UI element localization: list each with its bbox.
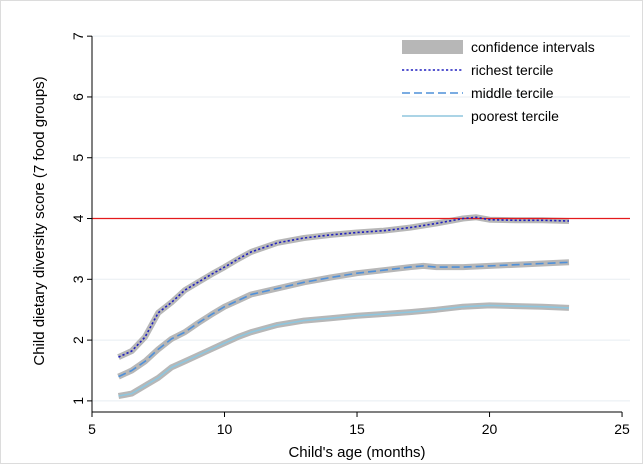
y-tick-label: 2 [70, 336, 86, 344]
x-tick-label: 25 [614, 421, 630, 437]
legend-label: confidence intervals [471, 39, 595, 55]
y-tick-label: 6 [70, 93, 86, 101]
axes: 1 2 3 4 5 6 7 5 10 15 20 25 [70, 32, 630, 437]
y-tick-label: 7 [70, 32, 86, 40]
y-axis-title: Child dietary diversity score (7 food gr… [31, 76, 48, 365]
legend: confidence intervals richest tercile middl… [402, 39, 595, 124]
y-tick-label: 1 [70, 397, 86, 405]
x-axis-title: Child's age (months) [288, 444, 425, 461]
legend-label: richest tercile [471, 62, 554, 78]
legend-label: poorest tercile [471, 108, 559, 124]
x-tick-label: 10 [217, 421, 233, 437]
x-tick-label: 20 [482, 421, 498, 437]
series-line [118, 304, 570, 397]
x-tick-label: 15 [349, 421, 365, 437]
series-lines [118, 216, 570, 397]
legend-label: middle tercile [471, 85, 554, 101]
series-line [118, 261, 570, 378]
series-line [118, 216, 570, 358]
grid [92, 35, 630, 402]
y-tick-label: 5 [70, 154, 86, 162]
x-tick-label: 5 [88, 421, 96, 437]
y-tick-label: 3 [70, 275, 86, 283]
legend-swatch-band [402, 40, 463, 54]
y-tick-label: 4 [70, 214, 86, 222]
